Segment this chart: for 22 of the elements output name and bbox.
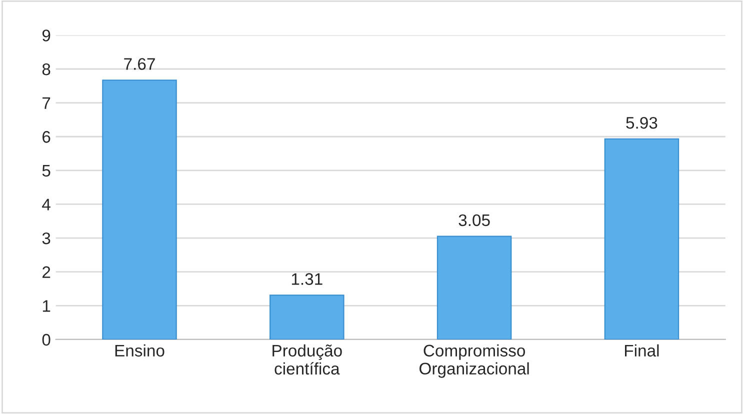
data-label: 5.93 xyxy=(626,116,658,129)
bar xyxy=(436,236,512,340)
x-tick-label: Final xyxy=(625,344,659,357)
bar xyxy=(604,138,680,340)
y-tick-label: 5 xyxy=(42,165,50,177)
y-tick-label: 3 xyxy=(42,232,50,244)
y-tick-label: 2 xyxy=(42,266,50,278)
data-label: 1.31 xyxy=(292,273,322,285)
x-tick-label: Compromisso Organizacional xyxy=(420,344,529,378)
y-tick-label: 4 xyxy=(42,198,50,210)
bar xyxy=(102,80,177,340)
y-tick-label: 0 xyxy=(42,334,50,346)
y-tick-label: 9 xyxy=(42,30,50,42)
y-tick-label: 7 xyxy=(42,97,50,109)
y-tick-label: 1 xyxy=(42,300,50,312)
data-label: 7.67 xyxy=(124,58,155,70)
data-label: 3.05 xyxy=(458,214,490,226)
y-tick-label: 8 xyxy=(42,63,50,76)
x-tick-label: Ensino xyxy=(115,344,164,357)
x-tick-label: Produção científica xyxy=(272,344,342,375)
bar xyxy=(270,294,344,340)
y-tick-label: 6 xyxy=(42,131,50,143)
